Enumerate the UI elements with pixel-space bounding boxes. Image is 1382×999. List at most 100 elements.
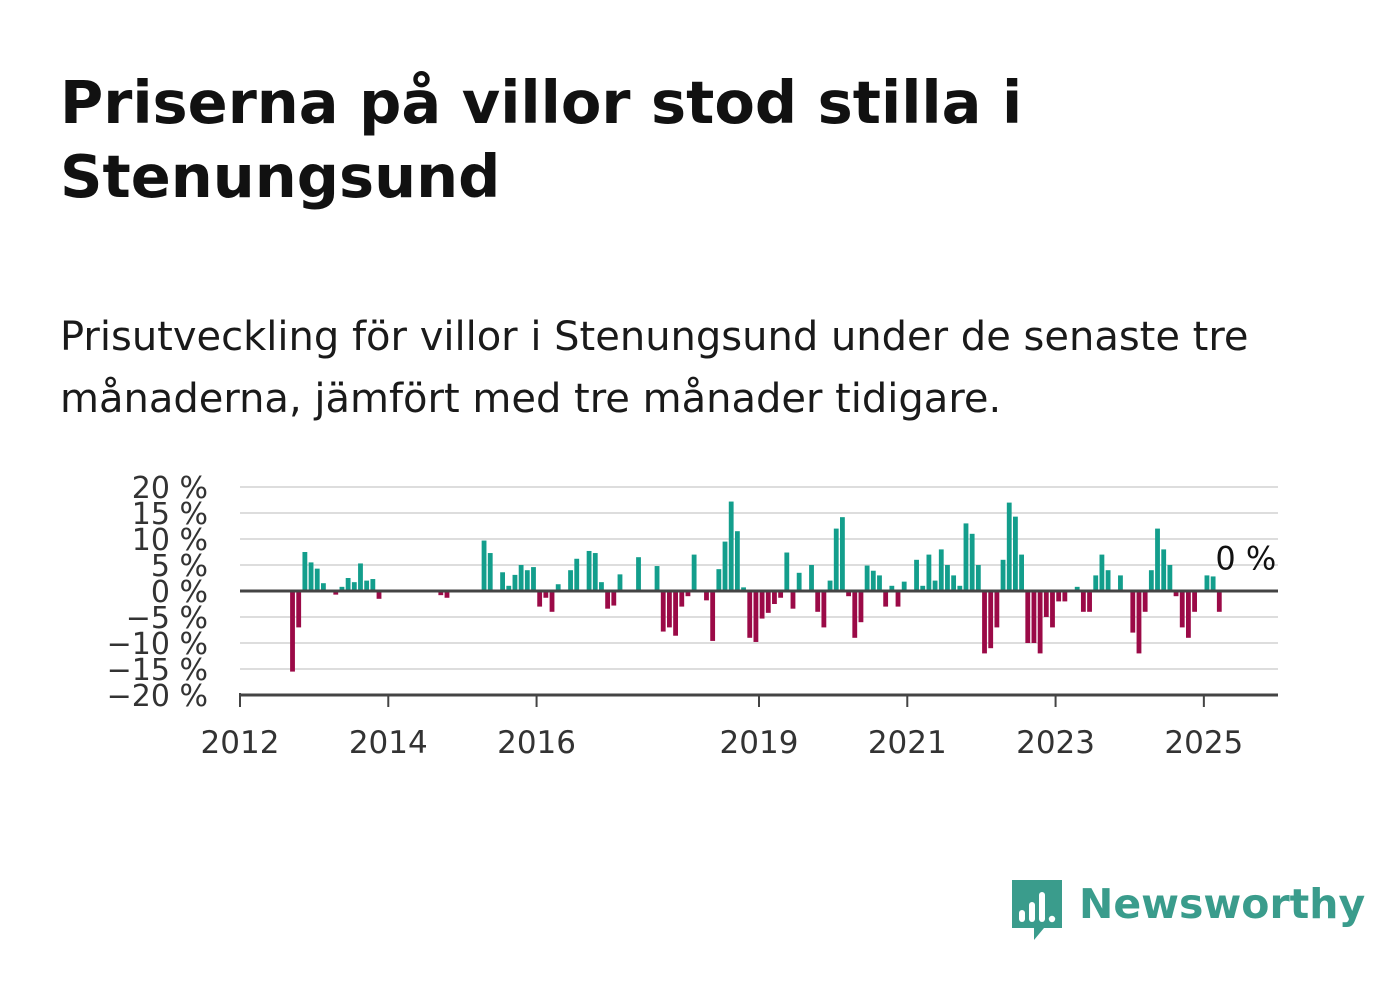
bar [710, 591, 716, 641]
bar [1136, 591, 1142, 654]
bar [994, 591, 1000, 628]
bar [747, 591, 753, 638]
bar [864, 565, 870, 591]
bar [846, 591, 851, 597]
y-tick-label: 5 % [151, 549, 208, 584]
bar [722, 541, 728, 591]
bar [1192, 591, 1197, 612]
bar [617, 574, 623, 591]
bar [895, 591, 901, 607]
bar [660, 591, 666, 632]
bar [840, 517, 845, 591]
bar [704, 591, 709, 601]
x-tick-label: 2012 [201, 725, 280, 761]
bar [716, 569, 722, 591]
bar [654, 566, 660, 591]
bar [969, 533, 975, 591]
bar [376, 591, 382, 599]
bar [1056, 591, 1062, 602]
bar [1173, 591, 1179, 597]
y-tick-label: 20 % [132, 471, 208, 506]
bar [877, 575, 882, 591]
bar [636, 557, 641, 591]
bar [926, 554, 932, 591]
bar [728, 501, 734, 591]
bar [1031, 591, 1037, 643]
bar [345, 578, 351, 591]
y-tick-label: −20 % [107, 679, 208, 714]
bars [290, 501, 1222, 672]
bar [673, 591, 678, 636]
bar [685, 591, 691, 597]
bar [1155, 528, 1160, 591]
bar [339, 586, 345, 591]
bar [1000, 559, 1006, 591]
bar [605, 591, 611, 609]
bar [487, 553, 493, 591]
x-tick-label: 2025 [1164, 725, 1243, 761]
x-tick-label: 2021 [868, 725, 947, 761]
bar [1074, 586, 1080, 591]
bar [555, 584, 561, 591]
bar [963, 523, 969, 591]
bar [1019, 554, 1024, 591]
bar [1148, 570, 1154, 591]
bar [796, 572, 802, 591]
bar [988, 591, 994, 649]
bar [444, 591, 450, 598]
bar [1130, 591, 1136, 633]
bar [945, 565, 950, 591]
last-value-label: 0 % [1215, 539, 1276, 577]
y-tick-label: 15 % [132, 497, 208, 532]
bar [599, 582, 604, 591]
bar [975, 565, 981, 591]
bar [611, 591, 617, 606]
bar [1087, 591, 1092, 612]
bar [809, 565, 814, 591]
bar [1161, 549, 1167, 591]
bar [1118, 575, 1123, 591]
y-tick-label: 0 % [151, 575, 208, 610]
bar [667, 591, 672, 628]
bar [290, 591, 295, 672]
bar [506, 585, 512, 591]
y-tick-label: −10 % [107, 627, 208, 662]
bar [481, 540, 487, 591]
bar [889, 585, 895, 591]
bar [351, 582, 357, 591]
bar [500, 572, 505, 591]
bar [549, 591, 555, 612]
bar [568, 570, 573, 591]
bar [1186, 591, 1191, 638]
newsworthy-logo-icon [1012, 880, 1062, 940]
bar [308, 562, 314, 591]
bar [592, 553, 598, 591]
bar-chart: 20 %15 %10 %5 %0 %−5 %−10 %−15 %−20 % 20… [107, 471, 1278, 761]
bar [1210, 576, 1216, 591]
bar [364, 580, 370, 591]
bar [438, 591, 444, 596]
chart-title: Priserna på villor stod stilla i Stenung… [60, 68, 1023, 211]
bar [679, 591, 685, 607]
bar [691, 554, 697, 591]
bar [815, 591, 821, 612]
bar [1216, 591, 1222, 612]
bar [537, 591, 543, 607]
y-tick-label: 10 % [132, 523, 208, 558]
y-tick-label: −15 % [107, 653, 208, 688]
bar [1013, 516, 1018, 591]
bar [821, 591, 827, 628]
bar [765, 591, 771, 613]
bar [951, 575, 957, 591]
bar [790, 591, 796, 609]
bar [1050, 591, 1055, 628]
bar [358, 563, 363, 591]
x-tick-label: 2019 [720, 725, 799, 761]
bar [883, 591, 889, 607]
bar [1062, 591, 1068, 602]
x-axis: 2012 2014 2016 2019 2021 2023 2025 [201, 693, 1278, 761]
bar [1167, 565, 1173, 591]
bar [858, 591, 864, 623]
bar [370, 579, 376, 591]
bar [914, 559, 919, 591]
